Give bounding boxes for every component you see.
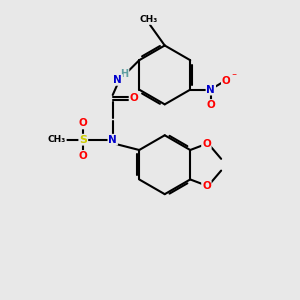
Text: O: O	[130, 94, 138, 103]
Text: N: N	[113, 75, 122, 85]
Text: N: N	[206, 85, 215, 94]
Text: S: S	[79, 135, 87, 145]
Text: ⁻: ⁻	[231, 72, 236, 82]
Text: O: O	[79, 118, 88, 128]
Text: O: O	[222, 76, 230, 86]
Text: O: O	[202, 181, 211, 191]
Text: O: O	[206, 100, 215, 110]
Text: O: O	[202, 139, 211, 148]
Text: N: N	[108, 135, 117, 145]
Text: CH₃: CH₃	[48, 135, 66, 144]
Text: H: H	[120, 69, 129, 79]
Text: CH₃: CH₃	[140, 15, 158, 24]
Text: O: O	[79, 151, 88, 161]
